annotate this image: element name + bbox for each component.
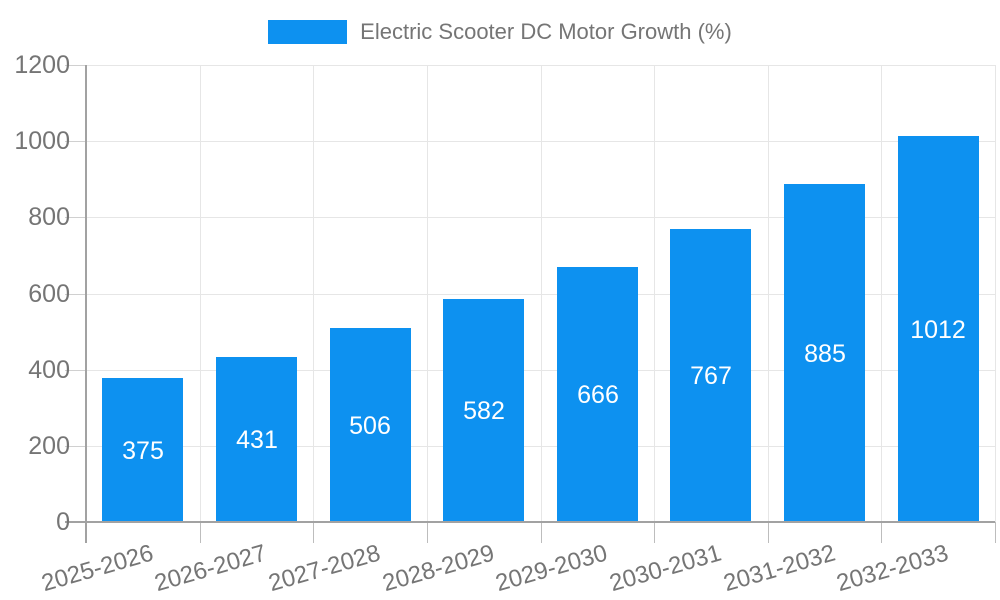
x-axis-label: 2028-2029: [379, 539, 498, 598]
bar[interactable]: [443, 299, 524, 521]
bar-value-label: 431: [236, 426, 278, 454]
legend-label: Electric Scooter DC Motor Growth (%): [360, 19, 732, 44]
bar-value-label: 666: [577, 381, 619, 409]
x-tick: [881, 522, 882, 543]
y-gridline: [86, 141, 995, 142]
x-tick: [200, 522, 201, 543]
y-tick: [65, 217, 86, 218]
bar[interactable]: [330, 328, 411, 521]
x-axis-label: 2031-2032: [720, 539, 839, 598]
bar[interactable]: [557, 267, 638, 521]
x-gridline: [541, 65, 542, 522]
y-axis-label: 0: [56, 508, 70, 536]
y-tick: [65, 65, 86, 66]
plot-area: 375 2025-2026 431 2026-2027 506 2027-2028 582 2…: [39, 65, 996, 597]
bar-value-label: 582: [463, 397, 505, 425]
y-tick: [65, 141, 86, 142]
y-gridline: [86, 446, 995, 447]
x-gridline: [881, 65, 882, 522]
bar[interactable]: [102, 378, 183, 521]
y-gridline: [86, 370, 995, 371]
x-tick: [768, 522, 769, 543]
y-axis-label: 800: [28, 203, 70, 231]
y-gridline: [86, 65, 995, 66]
y-axis-label: 1200: [14, 51, 70, 79]
x-axis-label: 2026-2027: [151, 539, 270, 598]
y-axis-label: 600: [28, 280, 70, 308]
bar-value-label: 885: [804, 340, 846, 368]
x-tick: [427, 522, 428, 543]
bar[interactable]: [784, 184, 865, 521]
y-gridline: [86, 217, 995, 218]
y-axis-label: 200: [28, 432, 70, 460]
x-gridline: [427, 65, 428, 522]
x-axis-label: 2027-2028: [265, 539, 384, 598]
y-tick: [65, 446, 86, 447]
y-axis-label: 400: [28, 356, 70, 384]
legend: Electric Scooter DC Motor Growth (%): [0, 19, 1000, 45]
x-axis-label: 2032-2033: [833, 539, 952, 598]
y-axis-label: 1000: [14, 127, 70, 155]
x-axis-line: [65, 521, 995, 523]
bar-value-label: 1012: [910, 316, 966, 344]
x-gridline: [654, 65, 655, 522]
y-axis-line: [85, 65, 87, 543]
bar[interactable]: [898, 136, 979, 521]
x-gridline: [200, 65, 201, 522]
bar-value-label: 375: [122, 437, 164, 465]
x-axis-label: 2025-2026: [38, 539, 157, 598]
bar-value-label: 506: [349, 412, 391, 440]
x-gridline: [768, 65, 769, 522]
x-gridline: [313, 65, 314, 522]
x-tick: [995, 522, 996, 543]
x-axis-label: 2029-2030: [492, 539, 611, 598]
bar[interactable]: [670, 229, 751, 521]
x-gridline: [995, 65, 996, 522]
x-tick: [654, 522, 655, 543]
x-tick: [313, 522, 314, 543]
y-tick: [65, 294, 86, 295]
bar[interactable]: [216, 357, 297, 521]
y-tick: [65, 370, 86, 371]
legend-swatch: [268, 20, 348, 44]
x-axis-label: 2030-2031: [606, 539, 725, 598]
y-gridline: [86, 294, 995, 295]
bar-value-label: 767: [690, 362, 732, 390]
x-tick: [541, 522, 542, 543]
